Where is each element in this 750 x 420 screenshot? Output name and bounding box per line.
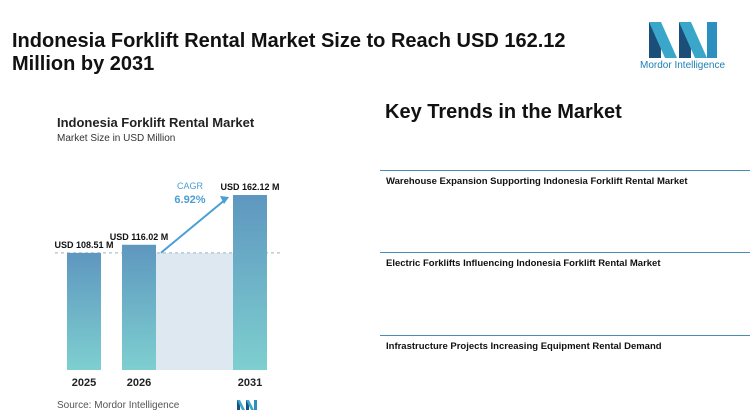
x-tick-label-2031: 2031 [238,377,262,389]
x-tick-label-2026: 2026 [127,377,151,389]
highlight-band [156,252,233,370]
cagr-arrow-line [160,198,227,254]
cagr-label: CAGR [177,181,204,191]
trend-divider [380,252,750,253]
trend-item[interactable]: Electric Forklifts Influencing Indonesia… [386,258,661,269]
trend-item[interactable]: Warehouse Expansion Supporting Indonesia… [386,176,688,187]
trend-divider [380,170,750,171]
key-trends-title: Key Trends in the Market [385,101,622,123]
x-tick-label-2025: 2025 [72,377,96,389]
mordor-small-logo-icon [237,400,257,410]
bar-2025 [67,252,101,370]
cagr-arrow-head-icon [220,196,229,204]
trend-divider [380,335,750,336]
cagr-value: 6.92% [174,194,205,206]
trend-item[interactable]: Infrastructure Projects Increasing Equip… [386,341,662,352]
data-label-2026: USD 116.02 M [110,232,169,242]
source-label: Source: Mordor Intelligence [57,400,180,411]
mordor-logo-icon [649,22,717,58]
logo-text: Mordor Intelligence [640,60,726,71]
page-title: Indonesia Forklift Rental Market Size to… [12,30,566,75]
bar-2031 [233,195,267,370]
data-label-2025: USD 108.51 M [54,240,113,250]
bar-2026 [122,244,156,370]
chart-title: Indonesia Forklift Rental Market [57,115,255,130]
chart-subtitle: Market Size in USD Million [57,133,176,144]
data-label-2031: USD 162.12 M [220,182,279,192]
